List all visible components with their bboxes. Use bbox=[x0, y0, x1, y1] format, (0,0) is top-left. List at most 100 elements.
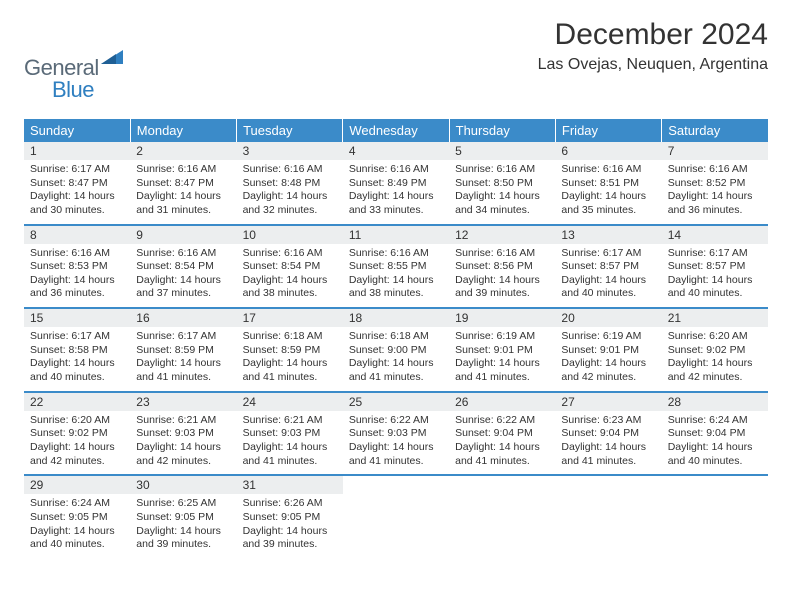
day-number: 31 bbox=[237, 476, 343, 494]
day-number: 22 bbox=[24, 393, 130, 411]
weekday-header-row: Sunday Monday Tuesday Wednesday Thursday… bbox=[24, 119, 768, 142]
calendar-day-cell: 4Sunrise: 6:16 AMSunset: 8:49 PMDaylight… bbox=[343, 142, 449, 225]
logo-triangle-icon-2 bbox=[101, 50, 123, 69]
day-number: 4 bbox=[343, 142, 449, 160]
day-content: Sunrise: 6:16 AMSunset: 8:54 PMDaylight:… bbox=[130, 244, 236, 308]
weekday-thursday: Thursday bbox=[449, 119, 555, 142]
calendar-day-cell: 18Sunrise: 6:18 AMSunset: 9:00 PMDayligh… bbox=[343, 308, 449, 392]
calendar-day-cell: 17Sunrise: 6:18 AMSunset: 8:59 PMDayligh… bbox=[237, 308, 343, 392]
calendar-day-cell: 20Sunrise: 6:19 AMSunset: 9:01 PMDayligh… bbox=[555, 308, 661, 392]
calendar-body: 1Sunrise: 6:17 AMSunset: 8:47 PMDaylight… bbox=[24, 142, 768, 558]
day-content: Sunrise: 6:25 AMSunset: 9:05 PMDaylight:… bbox=[130, 494, 236, 558]
weekday-saturday: Saturday bbox=[662, 119, 768, 142]
day-number: 3 bbox=[237, 142, 343, 160]
day-number: 15 bbox=[24, 309, 130, 327]
day-number: 10 bbox=[237, 226, 343, 244]
day-content: Sunrise: 6:16 AMSunset: 8:49 PMDaylight:… bbox=[343, 160, 449, 224]
day-number: 24 bbox=[237, 393, 343, 411]
day-number: 28 bbox=[662, 393, 768, 411]
day-content: Sunrise: 6:26 AMSunset: 9:05 PMDaylight:… bbox=[237, 494, 343, 558]
calendar-day-cell: 13Sunrise: 6:17 AMSunset: 8:57 PMDayligh… bbox=[555, 225, 661, 309]
day-content: Sunrise: 6:17 AMSunset: 8:59 PMDaylight:… bbox=[130, 327, 236, 391]
day-number: 6 bbox=[555, 142, 661, 160]
calendar-day-cell: 8Sunrise: 6:16 AMSunset: 8:53 PMDaylight… bbox=[24, 225, 130, 309]
logo-word-blue: Blue bbox=[52, 77, 94, 103]
calendar-day-cell: 7Sunrise: 6:16 AMSunset: 8:52 PMDaylight… bbox=[662, 142, 768, 225]
day-number: 13 bbox=[555, 226, 661, 244]
calendar-day-cell: 26Sunrise: 6:22 AMSunset: 9:04 PMDayligh… bbox=[449, 392, 555, 476]
calendar-day-cell: .. bbox=[343, 475, 449, 558]
day-content: Sunrise: 6:21 AMSunset: 9:03 PMDaylight:… bbox=[237, 411, 343, 475]
calendar-day-cell: 12Sunrise: 6:16 AMSunset: 8:56 PMDayligh… bbox=[449, 225, 555, 309]
calendar-day-cell: 19Sunrise: 6:19 AMSunset: 9:01 PMDayligh… bbox=[449, 308, 555, 392]
day-number: 12 bbox=[449, 226, 555, 244]
day-content: Sunrise: 6:18 AMSunset: 8:59 PMDaylight:… bbox=[237, 327, 343, 391]
day-content: Sunrise: 6:16 AMSunset: 8:55 PMDaylight:… bbox=[343, 244, 449, 308]
day-number: 16 bbox=[130, 309, 236, 327]
day-number: 27 bbox=[555, 393, 661, 411]
day-number: 19 bbox=[449, 309, 555, 327]
calendar-day-cell: 2Sunrise: 6:16 AMSunset: 8:47 PMDaylight… bbox=[130, 142, 236, 225]
day-content: Sunrise: 6:18 AMSunset: 9:00 PMDaylight:… bbox=[343, 327, 449, 391]
calendar-day-cell: 16Sunrise: 6:17 AMSunset: 8:59 PMDayligh… bbox=[130, 308, 236, 392]
day-content: Sunrise: 6:20 AMSunset: 9:02 PMDaylight:… bbox=[662, 327, 768, 391]
calendar-day-cell: 5Sunrise: 6:16 AMSunset: 8:50 PMDaylight… bbox=[449, 142, 555, 225]
calendar-day-cell: 31Sunrise: 6:26 AMSunset: 9:05 PMDayligh… bbox=[237, 475, 343, 558]
weekday-sunday: Sunday bbox=[24, 119, 130, 142]
calendar-day-cell: 29Sunrise: 6:24 AMSunset: 9:05 PMDayligh… bbox=[24, 475, 130, 558]
day-content: Sunrise: 6:17 AMSunset: 8:57 PMDaylight:… bbox=[555, 244, 661, 308]
day-content: Sunrise: 6:23 AMSunset: 9:04 PMDaylight:… bbox=[555, 411, 661, 475]
calendar-day-cell: 11Sunrise: 6:16 AMSunset: 8:55 PMDayligh… bbox=[343, 225, 449, 309]
calendar-day-cell: 10Sunrise: 6:16 AMSunset: 8:54 PMDayligh… bbox=[237, 225, 343, 309]
calendar-day-cell: .. bbox=[449, 475, 555, 558]
calendar-day-cell: .. bbox=[662, 475, 768, 558]
calendar-day-cell: 24Sunrise: 6:21 AMSunset: 9:03 PMDayligh… bbox=[237, 392, 343, 476]
day-content: Sunrise: 6:24 AMSunset: 9:05 PMDaylight:… bbox=[24, 494, 130, 558]
day-content: Sunrise: 6:24 AMSunset: 9:04 PMDaylight:… bbox=[662, 411, 768, 475]
day-number: 7 bbox=[662, 142, 768, 160]
day-content: Sunrise: 6:19 AMSunset: 9:01 PMDaylight:… bbox=[555, 327, 661, 391]
weekday-friday: Friday bbox=[555, 119, 661, 142]
day-number: 1 bbox=[24, 142, 130, 160]
calendar-day-cell: 1Sunrise: 6:17 AMSunset: 8:47 PMDaylight… bbox=[24, 142, 130, 225]
day-number: 11 bbox=[343, 226, 449, 244]
day-content: Sunrise: 6:22 AMSunset: 9:04 PMDaylight:… bbox=[449, 411, 555, 475]
day-content: Sunrise: 6:21 AMSunset: 9:03 PMDaylight:… bbox=[130, 411, 236, 475]
calendar-day-cell: 25Sunrise: 6:22 AMSunset: 9:03 PMDayligh… bbox=[343, 392, 449, 476]
day-number: 5 bbox=[449, 142, 555, 160]
calendar-table: Sunday Monday Tuesday Wednesday Thursday… bbox=[24, 119, 768, 558]
calendar-day-cell: 27Sunrise: 6:23 AMSunset: 9:04 PMDayligh… bbox=[555, 392, 661, 476]
day-number: 23 bbox=[130, 393, 236, 411]
day-number: 18 bbox=[343, 309, 449, 327]
calendar-day-cell: 6Sunrise: 6:16 AMSunset: 8:51 PMDaylight… bbox=[555, 142, 661, 225]
calendar-week-row: 8Sunrise: 6:16 AMSunset: 8:53 PMDaylight… bbox=[24, 225, 768, 309]
day-content: Sunrise: 6:16 AMSunset: 8:54 PMDaylight:… bbox=[237, 244, 343, 308]
day-number: 29 bbox=[24, 476, 130, 494]
day-content: Sunrise: 6:17 AMSunset: 8:47 PMDaylight:… bbox=[24, 160, 130, 224]
day-number: 9 bbox=[130, 226, 236, 244]
weekday-wednesday: Wednesday bbox=[343, 119, 449, 142]
calendar-day-cell: 14Sunrise: 6:17 AMSunset: 8:57 PMDayligh… bbox=[662, 225, 768, 309]
day-number: 2 bbox=[130, 142, 236, 160]
day-number: 14 bbox=[662, 226, 768, 244]
month-title: December 2024 bbox=[538, 18, 768, 52]
weekday-tuesday: Tuesday bbox=[237, 119, 343, 142]
day-content: Sunrise: 6:16 AMSunset: 8:52 PMDaylight:… bbox=[662, 160, 768, 224]
calendar-day-cell: 22Sunrise: 6:20 AMSunset: 9:02 PMDayligh… bbox=[24, 392, 130, 476]
day-content: Sunrise: 6:16 AMSunset: 8:47 PMDaylight:… bbox=[130, 160, 236, 224]
day-number: 25 bbox=[343, 393, 449, 411]
day-content: Sunrise: 6:16 AMSunset: 8:51 PMDaylight:… bbox=[555, 160, 661, 224]
day-number: 17 bbox=[237, 309, 343, 327]
day-content: Sunrise: 6:16 AMSunset: 8:56 PMDaylight:… bbox=[449, 244, 555, 308]
day-content: Sunrise: 6:16 AMSunset: 8:48 PMDaylight:… bbox=[237, 160, 343, 224]
calendar-page: General December 2024 Las Ovejas, Neuque… bbox=[0, 0, 792, 568]
day-number: 20 bbox=[555, 309, 661, 327]
day-content: Sunrise: 6:17 AMSunset: 8:57 PMDaylight:… bbox=[662, 244, 768, 308]
day-number: 26 bbox=[449, 393, 555, 411]
title-block: December 2024 Las Ovejas, Neuquen, Argen… bbox=[538, 18, 768, 74]
location: Las Ovejas, Neuquen, Argentina bbox=[538, 56, 768, 74]
calendar-day-cell: .. bbox=[555, 475, 661, 558]
day-content: Sunrise: 6:20 AMSunset: 9:02 PMDaylight:… bbox=[24, 411, 130, 475]
calendar-day-cell: 30Sunrise: 6:25 AMSunset: 9:05 PMDayligh… bbox=[130, 475, 236, 558]
calendar-day-cell: 3Sunrise: 6:16 AMSunset: 8:48 PMDaylight… bbox=[237, 142, 343, 225]
